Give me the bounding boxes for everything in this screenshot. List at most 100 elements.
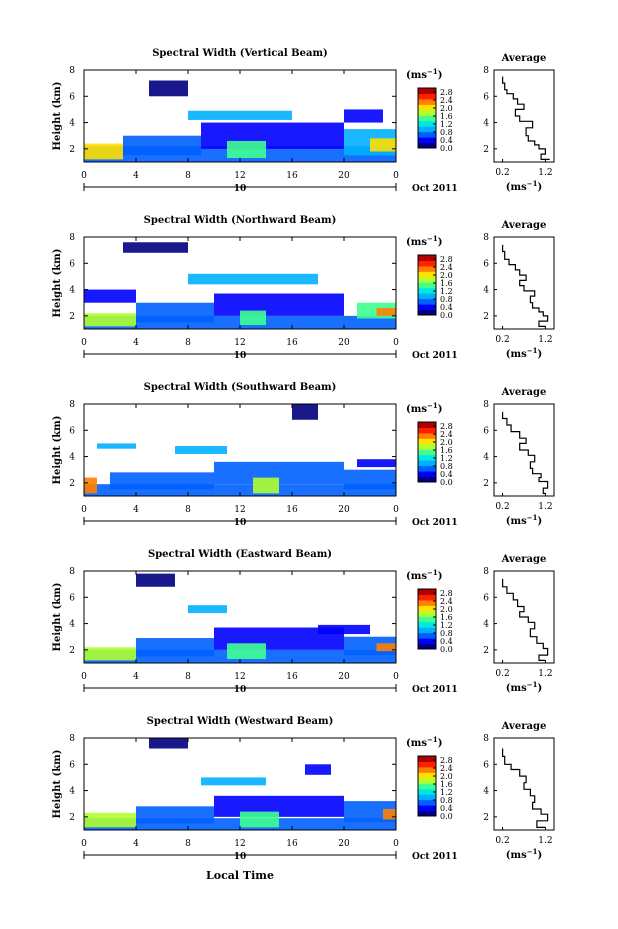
average-profile-line xyxy=(502,244,549,327)
colorbar-swatch xyxy=(418,627,436,634)
colorbar-swatch xyxy=(418,589,436,595)
x-tick-label: 8 xyxy=(185,672,191,682)
colorbar-swatch xyxy=(418,454,436,461)
average-title: Average xyxy=(501,721,547,732)
heatmap-cell xyxy=(292,404,318,420)
colorbar-tick-label: 1.2 xyxy=(440,454,453,463)
colorbar-swatch xyxy=(418,449,436,456)
heatmap-cell xyxy=(84,313,136,327)
average-y-tick-label: 4 xyxy=(483,286,489,296)
colorbar-tick-label: 1.6 xyxy=(440,112,453,121)
colorbar-swatch xyxy=(418,610,436,617)
average-x-tick-label: 0.2 xyxy=(495,669,509,679)
x-tick-label: 0 xyxy=(81,171,87,181)
colorbar-swatch xyxy=(418,287,436,294)
colorbar-swatch xyxy=(418,126,436,133)
average-title: Average xyxy=(501,53,547,64)
colorbar-swatch xyxy=(418,131,436,138)
colorbar-tick-label: 1.2 xyxy=(440,120,453,129)
x-tick-label: 12 xyxy=(234,505,245,515)
colorbar-tick-label: 2.8 xyxy=(440,756,453,765)
heatmap-cell xyxy=(376,307,396,316)
heatmap-cell xyxy=(240,811,279,828)
x-tick-label: 12 xyxy=(234,839,245,849)
heatmap-cell xyxy=(253,477,279,494)
average-profile-line xyxy=(502,748,549,828)
heatmap-title: Spectral Width (Northward Beam) xyxy=(144,215,337,226)
average-x-tick-label: 1.2 xyxy=(538,502,552,512)
colorbar-swatch xyxy=(418,304,436,311)
colorbar-swatch xyxy=(418,471,436,478)
average-profile-line xyxy=(502,578,549,661)
x-tick-label: 20 xyxy=(338,505,350,515)
heatmap-cell xyxy=(214,461,344,485)
heatmap-cell xyxy=(305,764,331,775)
colorbar-swatch xyxy=(418,88,436,94)
colorbar-tick-label: 1.6 xyxy=(440,780,453,789)
x-tick-label: 12 xyxy=(234,672,245,682)
average-x-tick-label: 1.2 xyxy=(538,836,552,846)
heatmap-cell xyxy=(188,110,292,120)
average-y-tick-label: 8 xyxy=(483,66,489,76)
colorbar-swatch xyxy=(418,298,436,305)
colorbar-tick-label: 0.0 xyxy=(440,812,453,821)
colorbar-swatch xyxy=(418,783,436,790)
average-frame xyxy=(493,403,555,497)
average-x-tick-label: 0.2 xyxy=(495,836,509,846)
colorbar-unit-label: (ms−1) xyxy=(406,568,442,582)
average-y-tick-label: 2 xyxy=(483,145,489,155)
average-title: Average xyxy=(501,387,547,398)
x-tick-label: 0 xyxy=(393,505,399,515)
colorbar-swatch xyxy=(418,260,436,267)
average-frame xyxy=(493,570,555,664)
colorbar-swatch xyxy=(418,255,436,261)
colorbar-swatch xyxy=(418,438,436,445)
x-tick-label: 20 xyxy=(338,171,350,181)
colorbar-swatch xyxy=(418,443,436,450)
x-tick-label: 4 xyxy=(133,171,139,181)
colorbar-swatch xyxy=(418,109,436,116)
colorbar-tick-label: 1.2 xyxy=(440,621,453,630)
x-tick-label: 0 xyxy=(81,839,87,849)
x-tick-label: 16 xyxy=(286,839,298,849)
x-tick-label: 4 xyxy=(133,672,139,682)
day-label: 10 xyxy=(234,518,247,528)
colorbar-swatch xyxy=(418,805,436,812)
heatmap-cell xyxy=(149,738,188,749)
heatmap-cell xyxy=(84,812,136,828)
x-tick-label: 4 xyxy=(133,839,139,849)
colorbar-swatch xyxy=(418,265,436,272)
y-tick-label: 6 xyxy=(69,426,75,436)
average-x-tick-label: 1.2 xyxy=(538,335,552,345)
colorbar-swatch xyxy=(418,142,436,149)
heatmap-cell xyxy=(136,638,214,657)
x-tick-label: 16 xyxy=(286,171,298,181)
colorbar-swatch xyxy=(418,632,436,639)
y-tick-label: 8 xyxy=(69,233,75,243)
average-y-tick-label: 6 xyxy=(483,760,489,770)
colorbar-tick-label: 0.0 xyxy=(440,311,453,320)
x-tick-label: 0 xyxy=(393,672,399,682)
colorbar-swatch xyxy=(418,104,436,111)
colorbar-swatch xyxy=(418,465,436,472)
colorbar-swatch xyxy=(418,756,436,762)
colorbar-tick-label: 2.4 xyxy=(440,597,453,606)
colorbar-swatch xyxy=(418,799,436,806)
x-tick-label: 0 xyxy=(81,338,87,348)
average-y-tick-label: 8 xyxy=(483,233,489,243)
average-x-tick-label: 0.2 xyxy=(495,168,509,178)
heatmap-title: Spectral Width (Westward Beam) xyxy=(147,716,334,727)
y-tick-label: 8 xyxy=(69,66,75,76)
colorbar-frame xyxy=(417,755,437,817)
heatmap-cell xyxy=(84,289,136,303)
colorbar-swatch xyxy=(418,605,436,612)
average-x-axis-label: (ms−1) xyxy=(506,847,542,861)
heatmap-cell xyxy=(227,643,266,660)
y-tick-label: 4 xyxy=(69,620,75,630)
average-y-tick-label: 4 xyxy=(483,787,489,797)
average-y-tick-label: 6 xyxy=(483,426,489,436)
colorbar-swatch xyxy=(418,621,436,628)
colorbar-swatch xyxy=(418,309,436,316)
colorbar-unit-label: (ms−1) xyxy=(406,67,442,81)
colorbar-tick-label: 0.4 xyxy=(440,303,453,312)
